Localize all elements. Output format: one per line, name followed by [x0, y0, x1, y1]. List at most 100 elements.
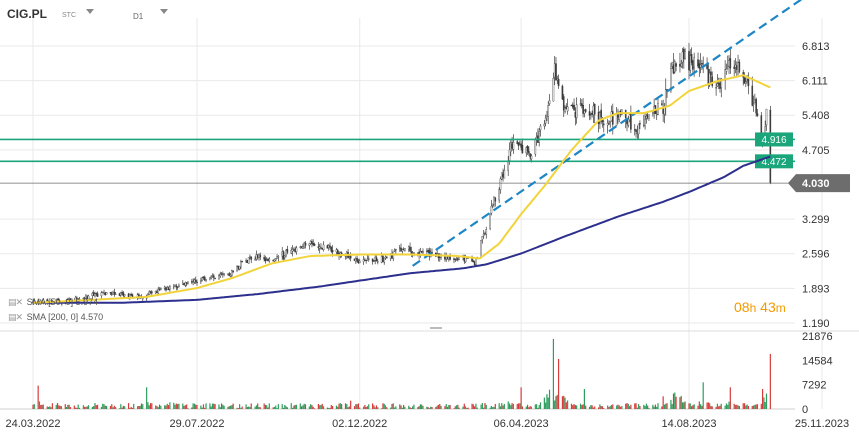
volume-bar: [240, 407, 242, 409]
volume-bar: [485, 404, 487, 409]
volume-bar: [118, 408, 121, 409]
volume-bar: [312, 406, 314, 409]
volume-bar: [501, 403, 503, 409]
volume-bar: [56, 403, 59, 409]
candle-body: [521, 144, 524, 154]
volume-bar: [525, 406, 527, 409]
volume-bar: [282, 407, 285, 409]
volume-bar: [393, 407, 396, 409]
volume-bar: [493, 406, 495, 409]
volume-bar: [545, 402, 547, 409]
volume-bar: [372, 403, 374, 409]
volume-bar: [718, 406, 720, 409]
candle-body: [265, 259, 268, 261]
volume-bar: [448, 405, 450, 409]
candle-body: [427, 250, 429, 253]
volume-bar: [375, 405, 378, 409]
indicator-sma200-legend[interactable]: ▤✕ SMA [200, 0] 4.570: [8, 312, 103, 323]
candle-body: [330, 246, 333, 252]
candle-body: [584, 109, 587, 112]
symbol-market: STC: [62, 12, 76, 19]
candle-body: [670, 68, 672, 92]
volume-bar: [284, 405, 286, 409]
candle-body: [395, 249, 397, 251]
candle-body: [357, 260, 360, 264]
volume-bar: [619, 406, 622, 409]
volume-bar: [626, 403, 628, 409]
candle-body: [311, 241, 313, 244]
indicator-settings-icon[interactable]: ▤✕: [8, 297, 23, 307]
candle-body: [340, 252, 343, 255]
volume-bar: [59, 405, 61, 409]
volume-bar: [381, 408, 383, 409]
indicator-settings-icon[interactable]: ▤✕: [8, 312, 23, 322]
timeframe-dropdown-icon[interactable]: [160, 9, 168, 14]
volume-bar: [111, 404, 113, 409]
candle-body: [365, 259, 367, 262]
candle-body: [539, 125, 542, 131]
volume-bar: [245, 404, 247, 409]
volume-bar: [446, 406, 449, 409]
candle-body: [426, 250, 428, 253]
candle-body: [752, 103, 755, 105]
candle-body: [490, 205, 493, 214]
sma200-line: [33, 155, 771, 304]
symbol-dropdown-icon[interactable]: [86, 9, 94, 14]
volume-bar: [499, 406, 502, 409]
volume-bar: [555, 396, 557, 409]
candle-body: [546, 115, 548, 118]
candle-body: [309, 240, 312, 244]
timer-minutes-unit: m: [775, 301, 786, 315]
y-tick-label: 3.299: [802, 214, 830, 226]
timeframe-selector[interactable]: D1: [133, 12, 144, 21]
volume-bar: [331, 406, 334, 409]
candle-body: [675, 63, 677, 67]
volume-bar: [413, 404, 415, 409]
candle-body: [386, 256, 388, 259]
candle-body: [671, 61, 674, 67]
volume-bar: [47, 406, 50, 409]
candle-body: [331, 250, 334, 253]
volume-bar: [136, 406, 139, 409]
candle-body: [606, 122, 609, 126]
candle-body: [710, 71, 712, 76]
candle-body: [91, 292, 94, 297]
volume-bar: [182, 403, 184, 409]
volume-bar: [341, 404, 343, 409]
volume-bar: [475, 403, 477, 409]
volume-bar: [765, 393, 768, 409]
volume-bar: [688, 403, 690, 409]
volume-bar: [656, 406, 658, 409]
indicator-sma50-legend[interactable]: ▤✕ SMA [50, 0] 5.974: [8, 297, 98, 308]
volume-bar: [472, 404, 474, 409]
volume-bar: [169, 402, 171, 409]
candle-body: [192, 281, 194, 283]
volume-bar: [222, 404, 224, 409]
volume-bar: [355, 404, 357, 409]
candle-body: [454, 258, 457, 260]
candle-body: [276, 256, 278, 259]
candle-body: [543, 123, 546, 127]
volume-bar: [528, 407, 530, 409]
candle-body: [317, 246, 320, 248]
candle-body: [114, 293, 117, 295]
candle-body: [530, 155, 533, 160]
volume-bar: [599, 404, 601, 409]
candle-body: [557, 78, 560, 87]
volume-bar: [149, 403, 152, 409]
volume-bar: [537, 407, 539, 409]
volume-bar: [436, 405, 438, 409]
volume-tick-label: 21876: [802, 331, 833, 343]
volume-bar: [268, 403, 270, 409]
volume-bar: [285, 406, 287, 409]
symbol-name[interactable]: CIG.PL: [7, 7, 48, 21]
candle-body: [191, 281, 193, 283]
volume-bar: [702, 382, 704, 409]
candle-body: [743, 77, 746, 84]
volume-bar: [50, 407, 52, 409]
volume-bar: [458, 407, 460, 409]
candle-body: [374, 256, 377, 261]
candle-body: [163, 286, 166, 289]
volume-bar: [573, 404, 575, 409]
